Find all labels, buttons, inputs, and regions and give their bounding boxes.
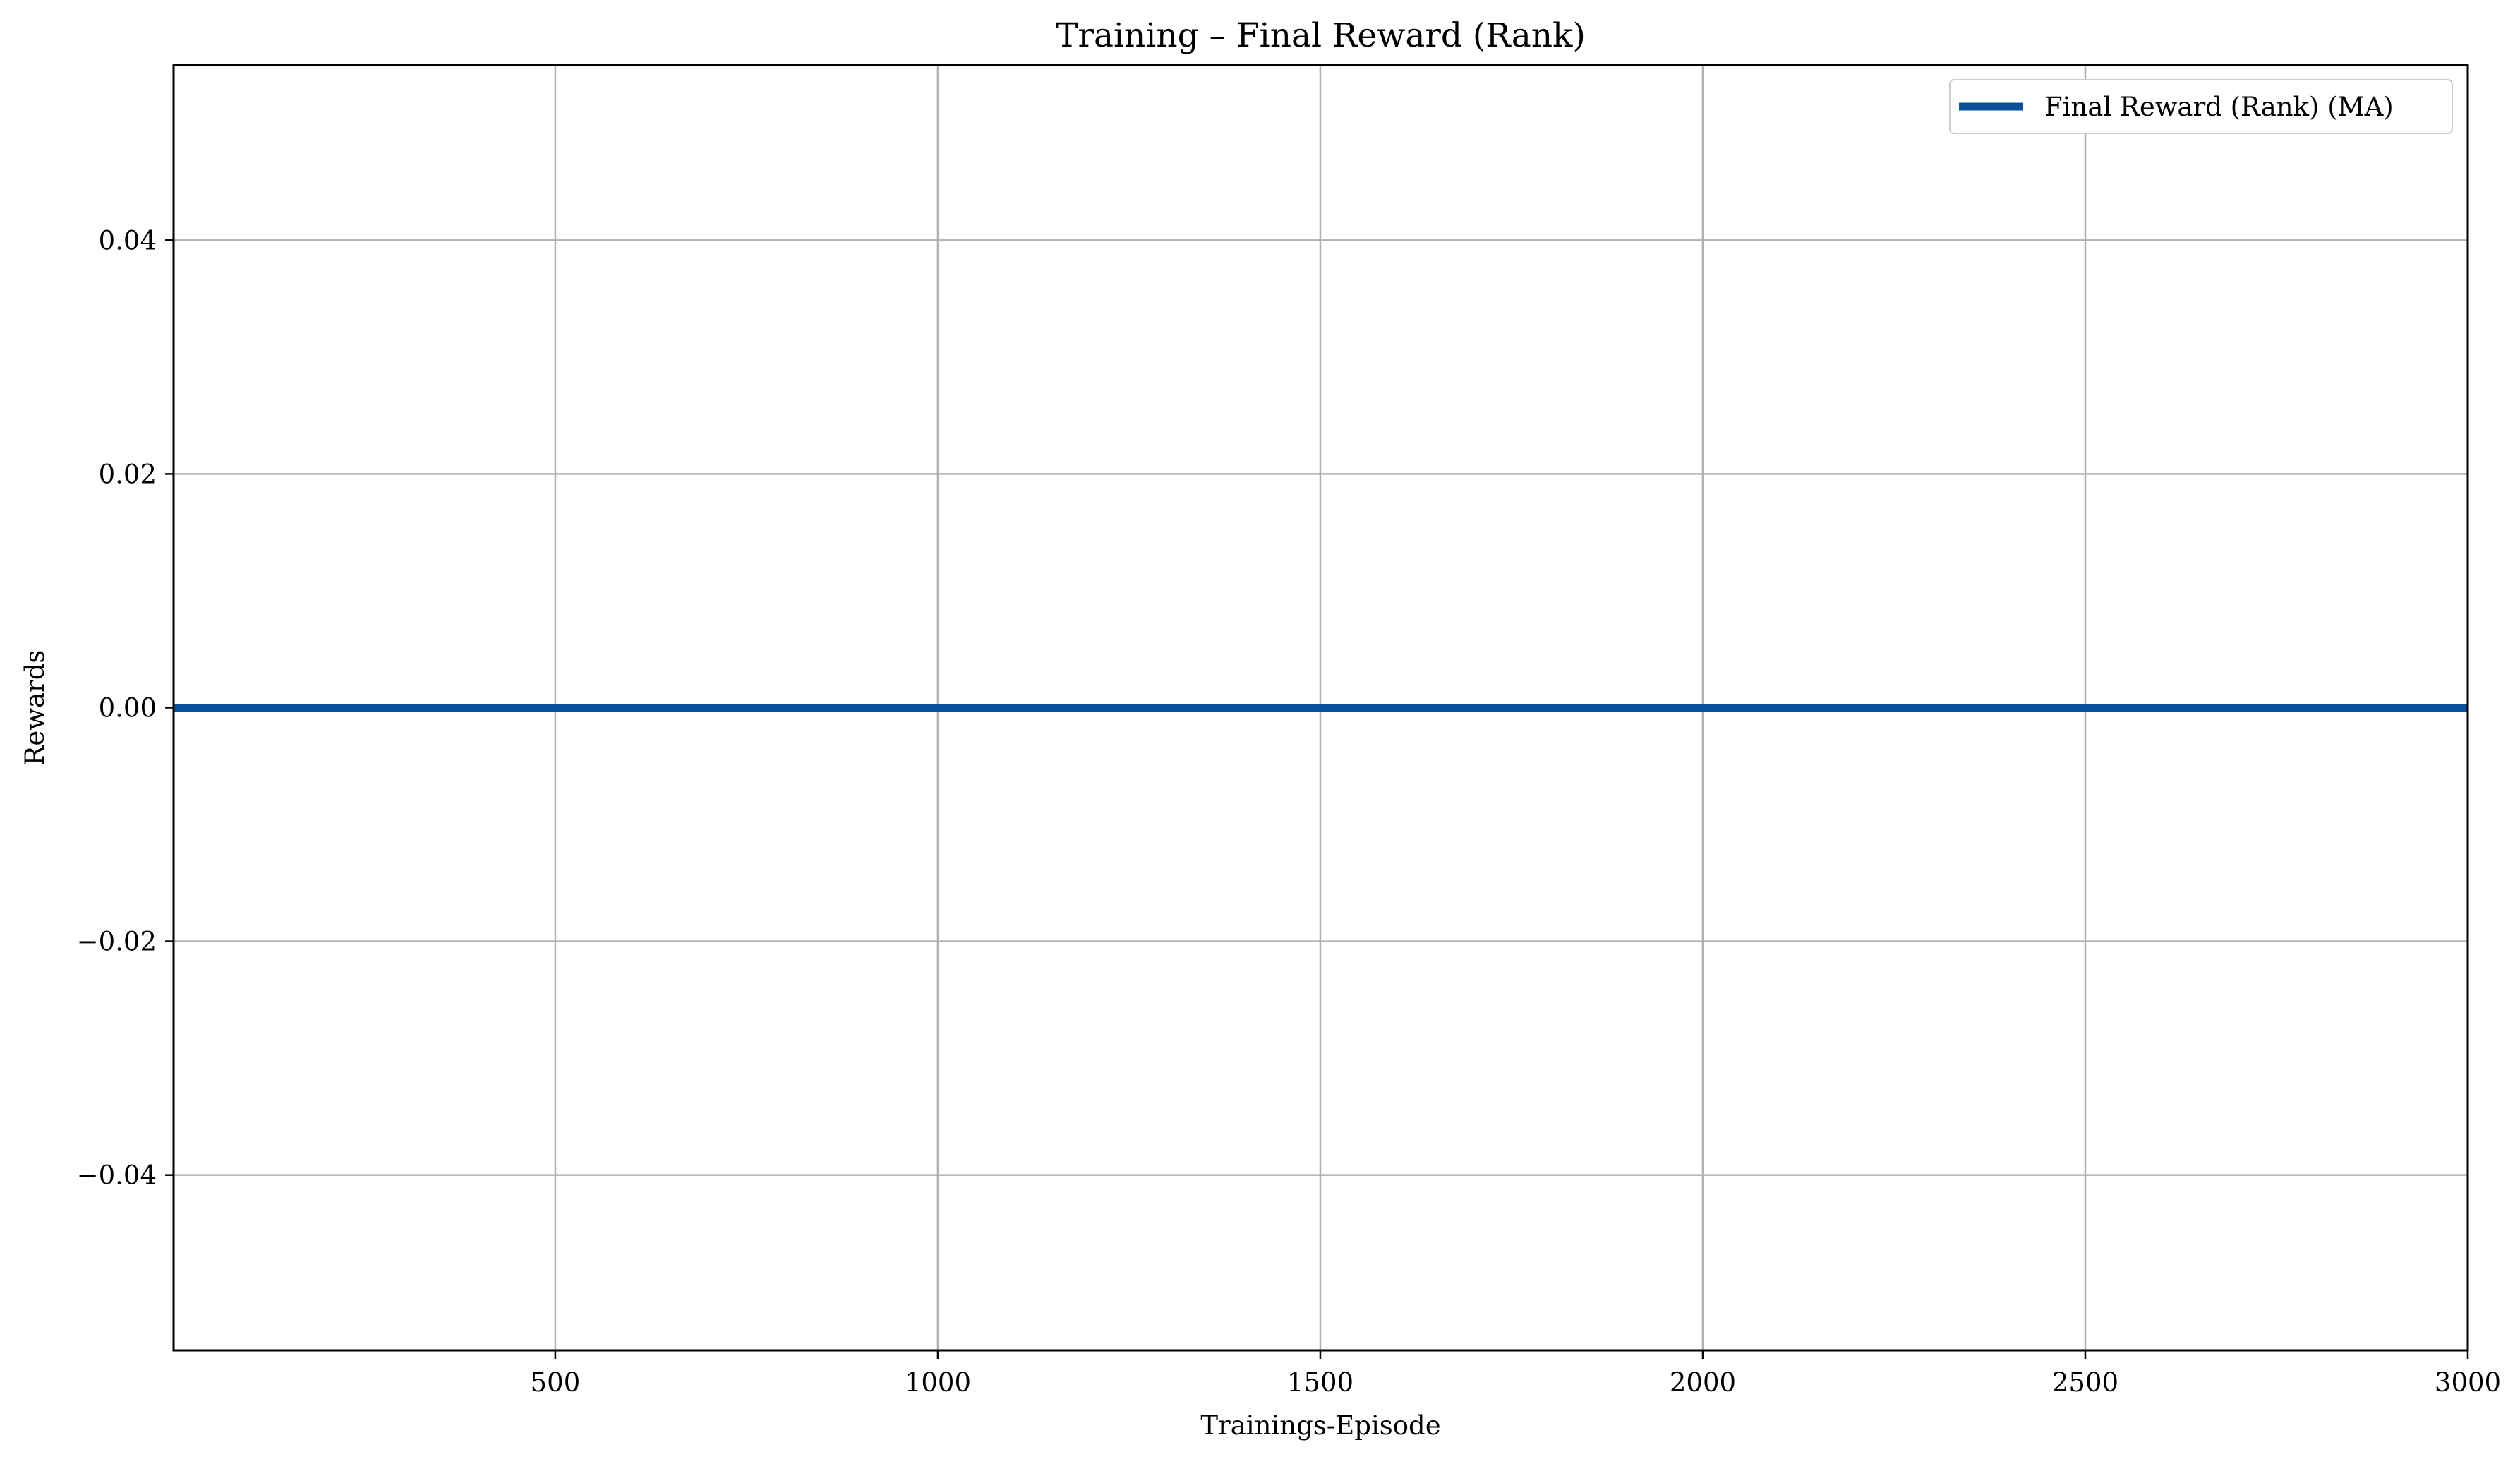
x-tick-label: 1000 [905,1367,971,1398]
x-tick-label: 2500 [2052,1367,2118,1398]
legend-label: Final Reward (Rank) (MA) [2044,92,2394,122]
y-tick-label: 0.02 [99,459,157,489]
legend-box [1949,79,2453,134]
x-tick-label: 1500 [1287,1367,1354,1398]
x-tick-label: 2000 [1670,1367,1736,1398]
axis-ticks: 500 1000 1500 2000 2500 3000 −0.04 −0.02 0.00 0.0… [77,225,2501,1398]
y-tick-label: 0.00 [99,693,157,724]
chart-title: Training – Final Reward (Rank) [1056,16,1586,55]
y-tick-label: −0.04 [77,1160,157,1191]
legend: Final Reward (Rank) (MA) [1949,79,2453,134]
y-tick-label: −0.02 [77,927,157,957]
y-axis-label: Rewards [20,650,50,766]
x-axis-label: Trainings-Episode [1200,1410,1440,1441]
x-tick-label: 500 [531,1367,581,1398]
y-tick-label: 0.04 [99,225,157,256]
x-tick-label: 3000 [2435,1367,2501,1398]
